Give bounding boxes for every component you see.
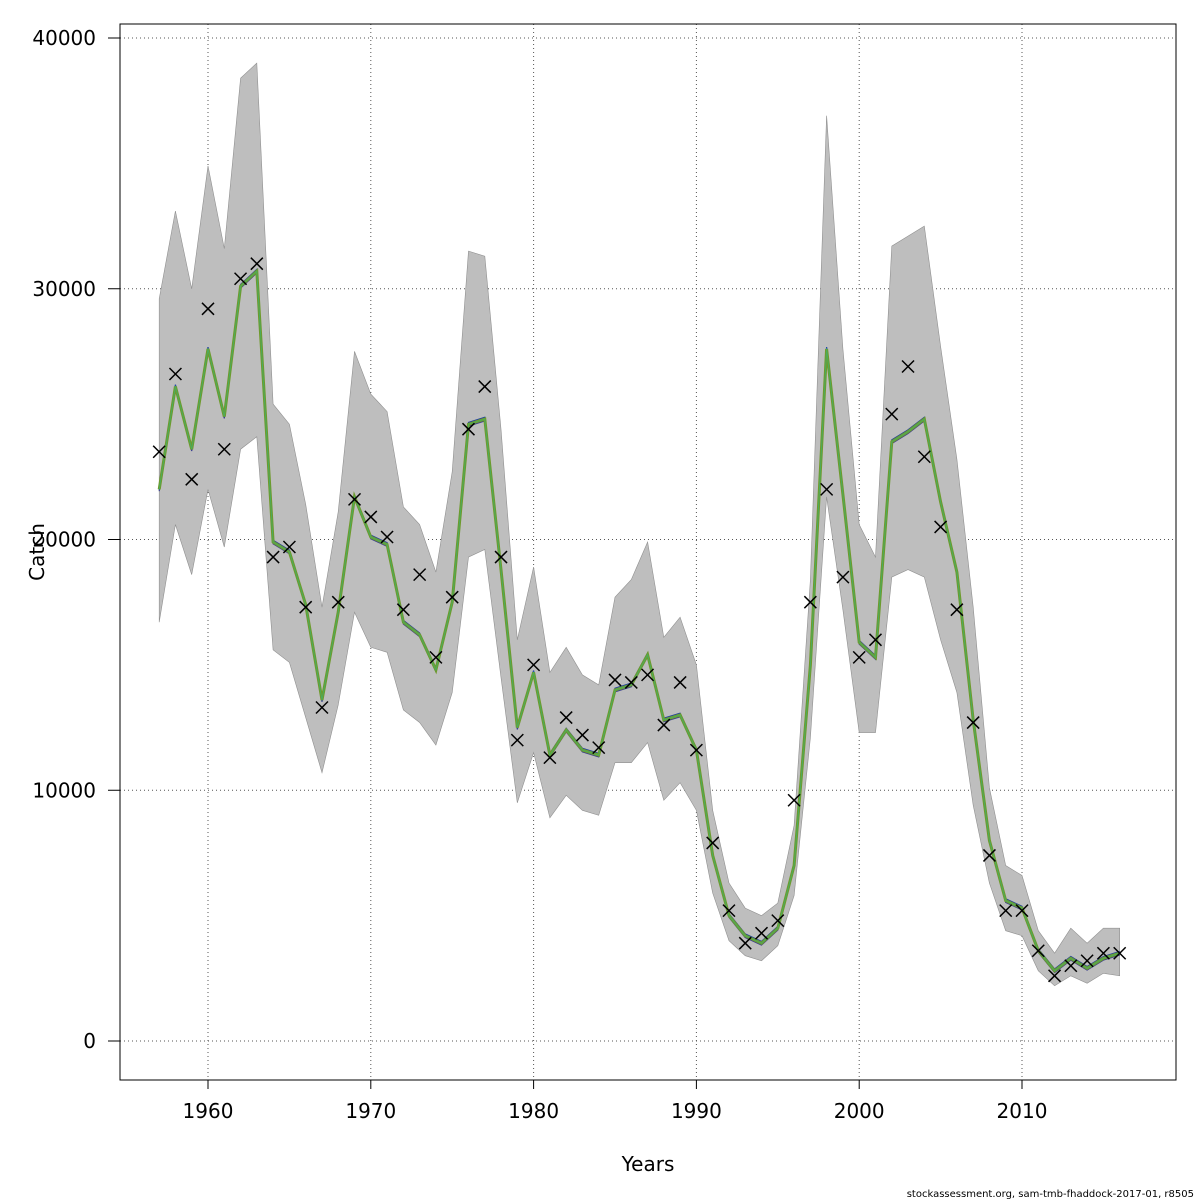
observed-point-1970	[364, 510, 378, 524]
y-tick-label-40000: 40000	[32, 26, 96, 50]
observed-point-1989	[673, 675, 687, 689]
observed-point-1975	[445, 590, 459, 604]
observed-point-1971	[380, 530, 394, 544]
observed-point-1972	[396, 603, 410, 617]
observed-point-1986	[624, 675, 638, 689]
observed-point-1977	[478, 380, 492, 394]
x-tick-label-1970: 1970	[345, 1099, 396, 1123]
observed-point-1984	[592, 741, 606, 755]
y-axis: 0 10000 20000 30000 40000	[32, 26, 120, 1053]
y-tick-label-10000: 10000	[32, 778, 96, 802]
x-axis-title: Years	[621, 1152, 675, 1176]
observed-point-1992	[722, 904, 736, 918]
observed-point-2001	[868, 633, 883, 647]
observed-point-1962	[234, 272, 248, 286]
observed-point-2006	[950, 603, 964, 617]
observed-point-1969	[347, 492, 362, 506]
estimate-line-main-inner	[158, 270, 1120, 972]
observed-point-1998	[820, 482, 834, 496]
observed-point-2012	[1048, 969, 1062, 983]
observed-point-1991	[706, 836, 720, 850]
observed-point-1967	[315, 700, 329, 715]
x-tick-label-1960: 1960	[183, 1099, 234, 1123]
observed-point-1961	[217, 442, 231, 456]
observed-point-1983	[575, 728, 589, 742]
observed-point-1960	[201, 302, 215, 316]
observed-point-2004	[917, 450, 931, 464]
observed-point-1980	[527, 658, 541, 672]
observed-point-1965	[282, 540, 296, 554]
observed-point-2016	[1113, 946, 1127, 960]
observed-point-1974	[429, 650, 443, 664]
observed-point-1990	[689, 743, 703, 757]
plot-frame	[119, 23, 1177, 1081]
observed-point-2011	[1031, 944, 1045, 958]
observed-point-1957	[152, 445, 166, 459]
observed-point-2009	[999, 904, 1013, 918]
observed-point-2013	[1064, 959, 1078, 973]
observed-point-2005	[934, 520, 948, 534]
observed-point-1959	[185, 472, 199, 486]
observed-point-2015	[1096, 946, 1110, 960]
observed-point-2014	[1080, 954, 1094, 968]
observed-point-1973	[413, 568, 427, 582]
x-tick-label-2010: 2010	[997, 1099, 1048, 1123]
observed-point-2008	[982, 848, 996, 862]
observed-point-1999	[836, 570, 850, 584]
observed-point-1958	[168, 367, 182, 381]
x-tick-label-1980: 1980	[508, 1099, 559, 1123]
observed-point-1987	[641, 668, 655, 682]
x-tick-label-2000: 2000	[834, 1099, 885, 1123]
series-lines-layer	[157, 267, 1121, 974]
x-axis: 1960 1970 1980 1990 2000 2010	[183, 1080, 1048, 1123]
observed-point-2010	[1015, 904, 1029, 918]
y-tick-label-20000: 20000	[32, 528, 96, 552]
observed-markers-layer	[152, 257, 1127, 983]
observed-point-1968	[331, 595, 345, 609]
y-axis-title: Catch	[25, 523, 49, 581]
observed-point-1982	[559, 711, 573, 725]
observed-point-2000	[852, 650, 866, 664]
observed-point-1988	[657, 718, 671, 732]
y-tick-label-0: 0	[83, 1029, 96, 1053]
observed-point-1985	[608, 673, 622, 687]
observed-point-1966	[299, 600, 313, 614]
observed-point-1979	[510, 733, 524, 747]
observed-point-1963	[250, 257, 264, 271]
observed-point-1964	[266, 550, 280, 564]
observed-point-1993	[738, 936, 752, 950]
observed-point-1995	[771, 914, 785, 928]
x-tick-label-1990: 1990	[671, 1099, 722, 1123]
observed-point-1976	[461, 422, 476, 436]
footer-credit: stockassessment.org, sam-tmb-fhaddock-20…	[907, 1189, 1194, 1200]
observed-point-2002	[885, 407, 899, 421]
y-tick-label-30000: 30000	[32, 277, 96, 301]
observed-point-1996	[787, 793, 801, 807]
observed-point-1994	[754, 926, 769, 940]
observed-point-2003	[901, 359, 915, 374]
observed-point-1978	[494, 550, 508, 564]
observed-point-1997	[803, 595, 817, 609]
observed-point-1981	[543, 751, 557, 765]
observed-point-2007	[966, 716, 980, 730]
